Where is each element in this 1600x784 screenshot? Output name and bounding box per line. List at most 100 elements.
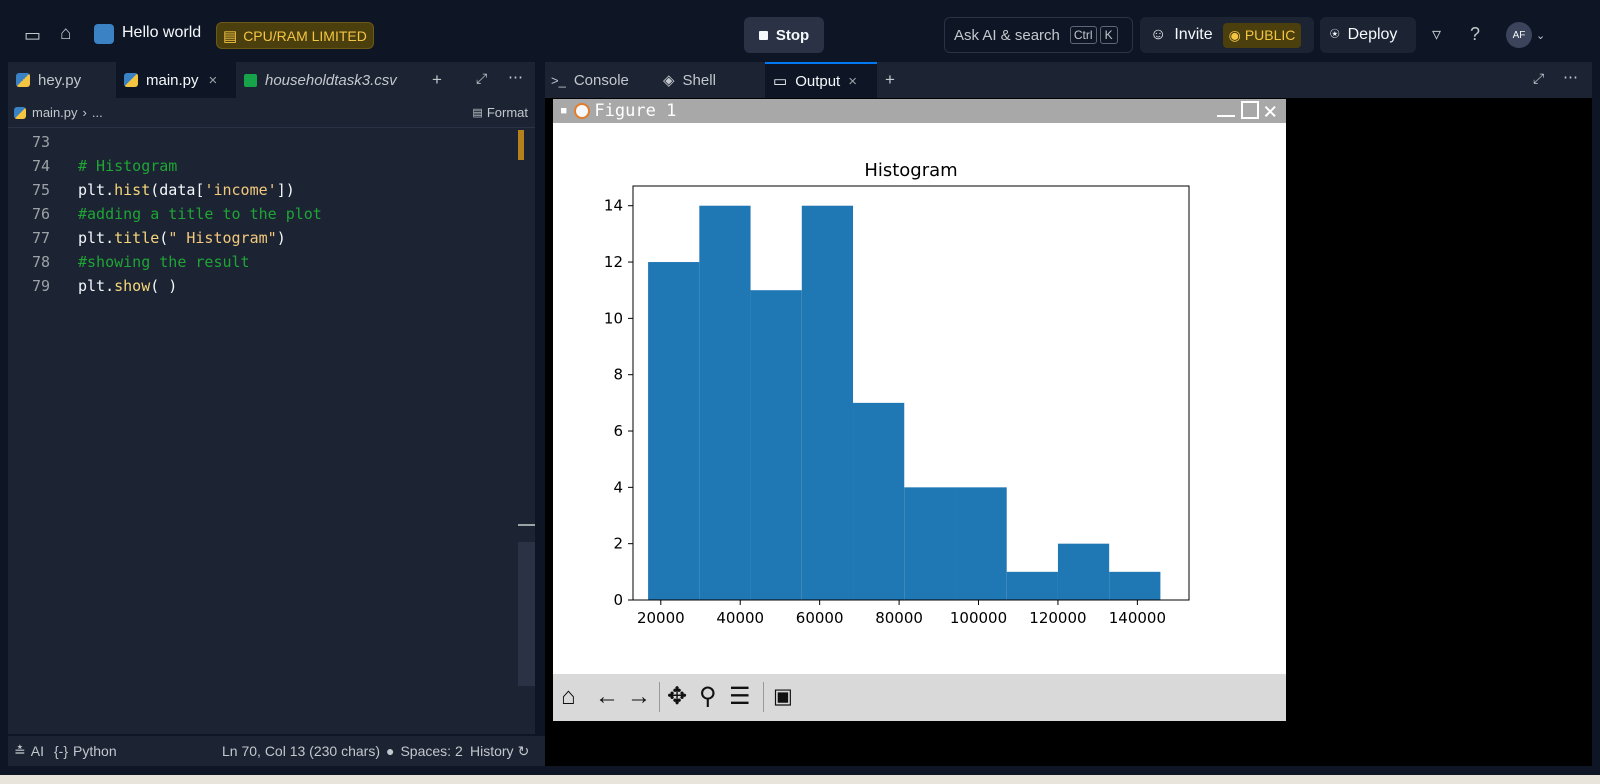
braces-icon: {-}: [54, 743, 69, 759]
tab-console[interactable]: >_ Console: [551, 71, 629, 89]
dot-icon: ●: [386, 743, 395, 759]
stop-icon: [758, 30, 768, 40]
code-line[interactable]: 74 # Histogram: [8, 154, 518, 178]
new-tab-icon[interactable]: +: [885, 70, 895, 89]
y-tick-label: 2: [613, 535, 623, 553]
close-window-icon[interactable]: ×: [1263, 97, 1278, 125]
code-line[interactable]: 79 plt.show( ): [8, 274, 518, 298]
figure-title-bar[interactable]: ■ Figure 1 ×: [553, 97, 1286, 125]
code-token: ( ): [150, 277, 178, 295]
figure-toolbar: ⌂ ← → ✥ ⚲ ☰ ▣: [553, 674, 1286, 721]
breadcrumb: main.py › ... ▤ Format: [8, 98, 535, 128]
maximize-window-icon[interactable]: [1241, 101, 1259, 119]
editor-pane: hey.py main.py × householdtask3.csv + ⤢ …: [8, 62, 535, 734]
minimize-icon[interactable]: [1217, 104, 1235, 117]
x-tick-label: 100000: [950, 609, 1007, 627]
tab-output[interactable]: ▭ Output ×: [765, 62, 877, 98]
window-menu-icon[interactable]: ■: [561, 106, 567, 116]
eye-icon: ◉: [1228, 26, 1241, 43]
line-number: 77: [31, 229, 50, 247]
code-line[interactable]: 73: [8, 130, 518, 154]
deploy-icon: ⍟: [1330, 26, 1340, 43]
new-tab-icon[interactable]: +: [432, 70, 442, 89]
histogram-bar: [801, 205, 854, 600]
deploy-button[interactable]: ⍟ Deploy: [1320, 17, 1416, 53]
zoom-icon[interactable]: ⚲: [699, 683, 717, 710]
code-token: plt.: [78, 181, 115, 199]
repl-name[interactable]: Hello world: [122, 24, 202, 41]
back-arrow-icon[interactable]: ←: [595, 683, 619, 710]
code-line[interactable]: 75 plt.hist(data['income']): [8, 178, 518, 202]
x-tick-label: 20000: [637, 609, 685, 627]
help-icon[interactable]: ?: [1470, 24, 1481, 44]
line-number: 75: [31, 181, 50, 199]
code-line[interactable]: 77 plt.title(" Histogram"): [8, 226, 518, 250]
format-button[interactable]: ▤ Format: [472, 105, 528, 120]
more-options-icon[interactable]: ⋯: [1563, 69, 1578, 86]
invite-button[interactable]: ☺ Invite ◉ PUBLIC: [1140, 17, 1314, 53]
scrollbar-thumb[interactable]: [518, 542, 535, 686]
indent-setting[interactable]: ● Spaces: 2: [386, 743, 463, 759]
histogram-bar: [853, 402, 905, 600]
figure-window[interactable]: ■ Figure 1 × Histogram 20000 40000 60000 800…: [553, 97, 1286, 721]
code-line[interactable]: 78 #showing the result: [8, 250, 518, 274]
x-tick-label: 40000: [716, 609, 764, 627]
tab-householdtask3-csv[interactable]: householdtask3.csv: [244, 62, 424, 98]
close-tab-icon[interactable]: ×: [208, 71, 218, 89]
chevron-right-icon: ›: [82, 105, 87, 120]
code-text: # Histogram: [78, 154, 177, 178]
save-icon[interactable]: ▣: [773, 685, 793, 708]
maximize-icon[interactable]: ⤢: [476, 70, 488, 86]
code-token: (: [159, 229, 169, 247]
code-editor[interactable]: 73 74 # Histogram 75 plt.hist(data['income']…: [8, 130, 518, 710]
y-tick-label: 10: [604, 309, 623, 327]
x-tick-label: 80000: [875, 609, 923, 627]
pan-icon[interactable]: ✥: [667, 683, 688, 710]
toolbar-divider: [763, 682, 764, 712]
monitor-icon: ▭: [773, 73, 788, 90]
code-token: hist: [114, 181, 151, 199]
cursor-position[interactable]: Ln 70, Col 13 (230 chars): [222, 743, 380, 759]
line-number: 76: [31, 205, 50, 223]
histogram-bar: [648, 262, 700, 600]
cpu-ram-limited-badge[interactable]: ▤ CPU/RAM LIMITED: [216, 22, 374, 49]
code-text: plt.hist(data['income']): [78, 178, 295, 202]
maximize-icon[interactable]: ⤢: [1533, 70, 1545, 86]
close-tab-icon[interactable]: ×: [848, 72, 857, 90]
k-key-hint: K: [1099, 26, 1118, 44]
code-token: show: [114, 277, 151, 295]
histogram-bar: [955, 487, 1007, 600]
sidebar-toggle-icon[interactable]: ▭: [24, 25, 42, 45]
shell-icon: ◈: [663, 72, 675, 89]
y-tick-label: 8: [613, 366, 623, 384]
tab-shell[interactable]: ◈ Shell: [663, 71, 716, 90]
histogram-chart: Histogram 20000 40000 60000 80000 100000 12000…: [604, 160, 1190, 627]
ai-toggle[interactable]: ≛ AI: [14, 743, 44, 759]
ai-search-input[interactable]: Ask AI & search Ctrl K: [944, 17, 1133, 53]
code-line[interactable]: 76 #adding a title to the plot: [8, 202, 518, 226]
more-options-icon[interactable]: ⋯: [508, 69, 523, 86]
tab-hey-py[interactable]: hey.py: [16, 62, 116, 98]
stop-button[interactable]: Stop: [744, 17, 824, 53]
home-icon[interactable]: ⌂: [60, 23, 72, 44]
code-token: ): [276, 229, 286, 247]
y-tick-label: 0: [613, 591, 623, 609]
code-token: title: [114, 229, 160, 247]
history-button[interactable]: History ↻: [470, 743, 530, 759]
code-text: #showing the result: [78, 250, 250, 274]
histogram-bar: [1006, 571, 1058, 600]
line-number: 78: [31, 253, 50, 271]
toolbar-divider: [659, 682, 660, 712]
ai-icon: ≛: [14, 743, 26, 759]
subplots-config-icon[interactable]: ☰: [729, 683, 751, 710]
public-badge[interactable]: ◉ PUBLIC: [1222, 22, 1302, 48]
x-tick-label: 60000: [796, 609, 844, 627]
home-icon[interactable]: ⌂: [561, 683, 576, 710]
avatar-menu[interactable]: AF ⌄: [1506, 22, 1545, 48]
bell-icon[interactable]: ▿: [1432, 24, 1442, 44]
forward-arrow-icon[interactable]: →: [627, 683, 651, 710]
tab-main-py[interactable]: main.py ×: [116, 62, 236, 98]
os-taskbar: [0, 775, 1600, 784]
language-indicator[interactable]: {-} Python: [54, 743, 117, 759]
